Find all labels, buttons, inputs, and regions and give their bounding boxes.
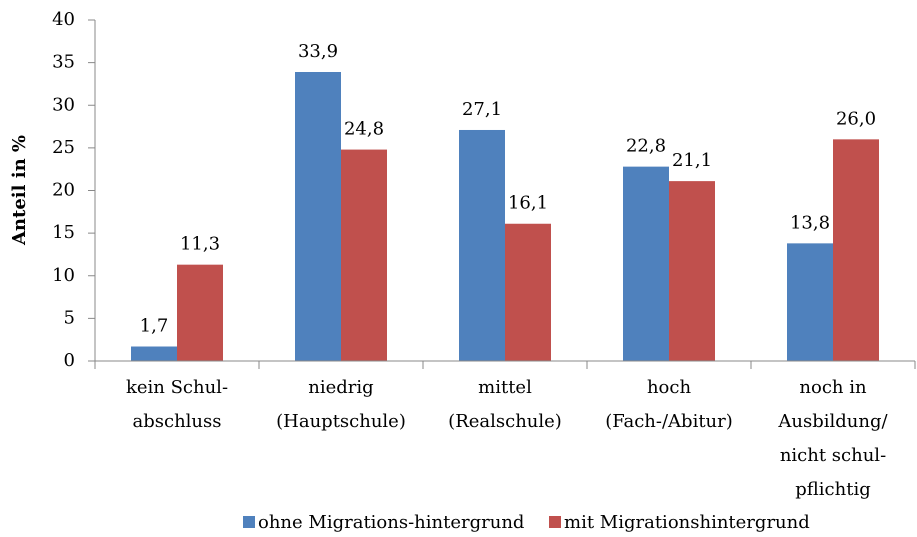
- y-tick-label: 25: [52, 137, 75, 158]
- y-tick-label: 5: [64, 307, 75, 328]
- x-tick-label: pflichtig: [795, 479, 870, 500]
- value-label: 16,1: [508, 193, 548, 214]
- value-label: 21,1: [672, 150, 712, 171]
- bar: [341, 149, 387, 361]
- bar: [131, 346, 177, 361]
- y-tick-label: 10: [52, 265, 75, 286]
- y-tick-label: 30: [52, 94, 75, 115]
- x-tick-label: noch in: [799, 377, 867, 398]
- bar: [295, 72, 341, 361]
- legend-swatch: [549, 516, 561, 528]
- value-label: 33,9: [298, 41, 338, 62]
- x-tick-label: (Hauptschule): [276, 411, 406, 432]
- value-label: 22,8: [626, 136, 666, 157]
- y-tick-label: 35: [52, 52, 75, 73]
- bar: [177, 264, 223, 361]
- y-axis-label: Anteil in %: [9, 135, 30, 246]
- x-tick-label: niedrig: [308, 377, 373, 398]
- legend-label: mit Migrationshintergrund: [564, 512, 810, 533]
- y-tick-label: 15: [52, 222, 75, 243]
- value-label: 13,8: [790, 212, 830, 233]
- bar: [623, 166, 669, 361]
- value-label: 1,7: [140, 316, 169, 337]
- bar: [669, 181, 715, 361]
- legend-swatch: [243, 516, 255, 528]
- value-label: 11,3: [180, 234, 220, 255]
- x-tick-label: (Realschule): [448, 411, 562, 432]
- bar: [833, 139, 879, 361]
- bar: [787, 243, 833, 361]
- x-tick-label: kein Schul-: [126, 377, 228, 398]
- y-tick-label: 40: [52, 9, 75, 30]
- x-tick-label: Ausbildung/: [777, 411, 888, 432]
- bar: [459, 129, 505, 361]
- x-tick-label: mittel: [478, 377, 532, 398]
- value-label: 24,8: [344, 119, 384, 140]
- y-tick-label: 0: [64, 350, 75, 371]
- x-tick-label: (Fach-/Abitur): [605, 411, 733, 432]
- x-tick-label: nicht schul-: [780, 445, 886, 466]
- y-tick-label: 20: [52, 180, 75, 201]
- legend-label: ohne Migrations-hintergrund: [258, 512, 524, 533]
- value-label: 27,1: [462, 99, 502, 120]
- value-label: 26,0: [836, 108, 876, 129]
- x-tick-label: hoch: [647, 377, 692, 398]
- bar: [505, 223, 551, 361]
- x-tick-label: abschluss: [133, 411, 222, 432]
